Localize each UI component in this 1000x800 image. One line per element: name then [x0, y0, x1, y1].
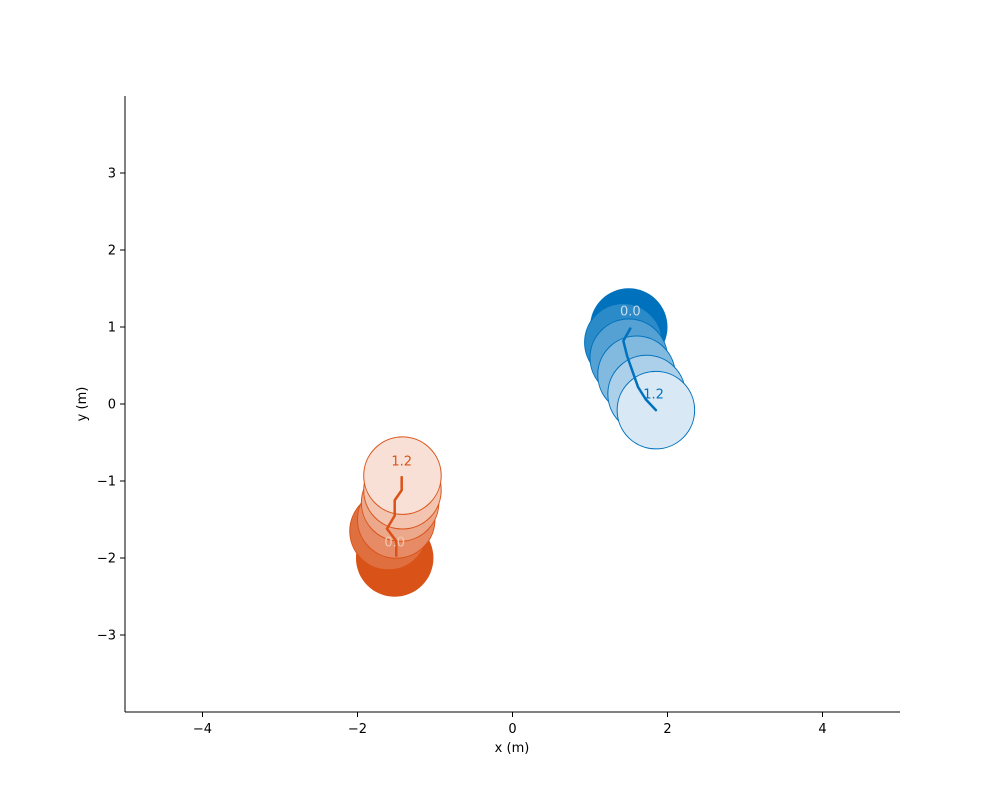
y-tick-label: −2: [97, 552, 116, 567]
agent-2-time-label-0: 0.0: [384, 535, 405, 550]
agent-1-time-label-0: 0.0: [620, 304, 641, 319]
x-tick-label: −2: [348, 722, 367, 737]
agent-2-path: [385, 475, 403, 557]
y-tick-label: −3: [97, 629, 116, 644]
y-tick-label: 1: [108, 321, 116, 336]
agent-1-path: [622, 327, 658, 412]
x-tick-label: 0: [508, 722, 516, 737]
agent-2-time-label-1: 1.2: [391, 455, 412, 470]
x-tick-label: 4: [818, 722, 826, 737]
y-tick-label: 0: [108, 398, 116, 413]
y-axis-label: y (m): [75, 387, 90, 422]
x-tick-label: 2: [663, 722, 671, 737]
y-tick-label: −1: [97, 475, 116, 490]
agent-markers: [349, 288, 696, 597]
agent-1-time-label-1: 1.2: [643, 388, 664, 403]
y-tick-label: 2: [108, 244, 116, 259]
agent-paths: [385, 327, 658, 557]
x-ticks: −4 −2 0 2 4: [193, 712, 827, 737]
y-tick-label: 3: [108, 167, 116, 182]
x-tick-label: −4: [193, 722, 212, 737]
y-ticks: −3 −2 −1 0 1 2 3: [97, 167, 125, 644]
agent-2-marker-5: [363, 436, 442, 515]
time-labels: 0.0 1.2 0.0 1.2: [384, 304, 664, 550]
x-axis-label: x (m): [495, 741, 530, 756]
